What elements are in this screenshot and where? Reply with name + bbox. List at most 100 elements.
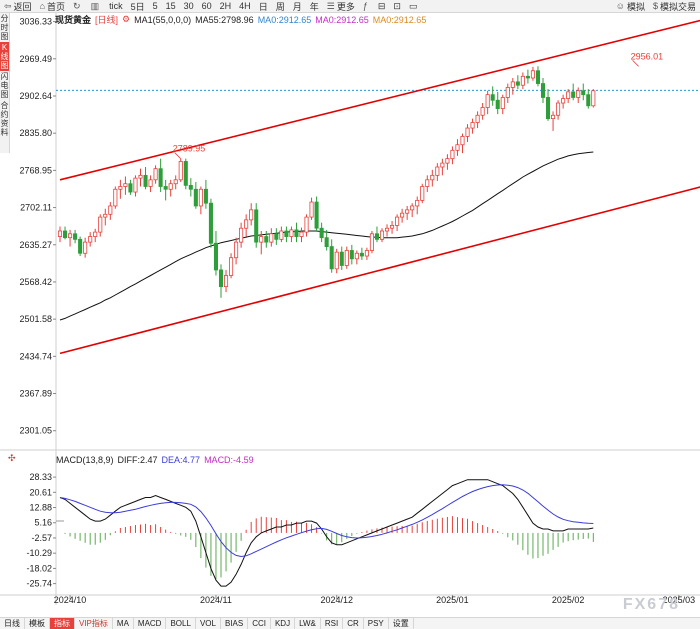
candle-body	[556, 102, 561, 116]
sidebar-tab-3[interactable]: 合约资料	[0, 101, 9, 137]
toolbar-button-menu-16[interactable]: ☰ 更多	[323, 0, 359, 12]
toolbar-button-back-arrow-0[interactable]: ⇦ 返回	[0, 0, 36, 12]
candle-body	[455, 144, 460, 151]
candle-body	[420, 186, 425, 201]
toolbar-label: 返回	[13, 1, 32, 12]
date-tick-label: 2025/01	[436, 595, 469, 605]
candle-body	[475, 114, 480, 123]
price-tick-label: 2835.80	[19, 128, 52, 138]
toolbar-label: 月	[292, 1, 302, 12]
toolbar-label: 60	[201, 1, 212, 11]
function-icon: ƒ	[362, 1, 368, 11]
bottom-tab-2[interactable]: 指标	[50, 618, 75, 629]
candle-body	[445, 158, 450, 164]
candle-body	[545, 97, 551, 120]
bottom-tab-11[interactable]: LW&	[295, 618, 321, 629]
bottom-tab-13[interactable]: CR	[343, 618, 364, 629]
ma0-label-a: MA0:2912.65	[257, 14, 312, 25]
bottom-tab-4[interactable]: MA	[113, 618, 134, 629]
candle-body	[259, 236, 264, 243]
candle-body	[515, 81, 520, 86]
toolbar-label: 日	[258, 1, 268, 12]
toolbar-button-item-15[interactable]: 年	[306, 0, 323, 12]
candle-body	[405, 209, 410, 214]
price-tick-label: 2301.05	[19, 426, 52, 436]
toolbar-label: 5	[152, 1, 158, 11]
macd-tick-label: -25.74	[26, 579, 52, 589]
candle-body	[83, 241, 88, 254]
toolbar-button-dollar[interactable]: $ 模拟交易	[649, 0, 700, 12]
toolbar-button-item-14[interactable]: 月	[289, 0, 306, 12]
toolbar-label: 4H	[239, 1, 251, 11]
candle-body	[460, 136, 465, 146]
period-label[interactable]: [日线]	[95, 15, 119, 25]
toolbar-button-item-13[interactable]: 周	[272, 0, 289, 12]
toolbar-button-item-12[interactable]: 日	[255, 0, 272, 12]
toolbar-label: 模拟交易	[659, 1, 696, 12]
bottom-tab-6[interactable]: BOLL	[166, 618, 196, 629]
price-tick-label: 2768.95	[19, 165, 52, 175]
candle-body	[586, 94, 591, 107]
bottom-tab-0[interactable]: 日线	[0, 618, 25, 629]
toolbar-label: 周	[275, 1, 285, 12]
annotation-pointer	[632, 60, 639, 67]
toolbar-button-item-20[interactable]: ▭	[405, 0, 422, 12]
toolbar-button-15-7[interactable]: 15	[162, 0, 180, 12]
sidebar-tab-0[interactable]: 分时图	[0, 14, 9, 41]
candle-body	[591, 90, 596, 107]
toolbar-button-2h-10[interactable]: 2H	[216, 0, 236, 12]
toolbar-button-4h-11[interactable]: 4H	[235, 0, 255, 12]
bottom-tab-15[interactable]: 设置	[389, 618, 414, 629]
price-tick-label: 3036.33	[19, 17, 52, 27]
toolbar-button-5-5[interactable]: 5日	[127, 0, 149, 12]
toolbar-button-home-1[interactable]: ⌂ 首页	[36, 0, 69, 12]
annotation-label: 2789.95	[173, 144, 206, 154]
candle-body	[415, 199, 420, 207]
bottom-tab-9[interactable]: CCI	[248, 618, 271, 629]
bottom-tab-8[interactable]: BIAS	[221, 618, 249, 629]
candle-body	[57, 230, 63, 237]
bottom-tab-3[interactable]: VIP指标	[75, 618, 113, 629]
toolbar-button-60-9[interactable]: 60	[198, 0, 216, 12]
macd-tick-label: 12.88	[29, 503, 52, 513]
ma1-label: MA1(55,0,0,0)	[134, 14, 192, 25]
sidebar-tab-2[interactable]: 闪电图	[0, 72, 9, 99]
settings-icon[interactable]: ⚙	[122, 14, 131, 24]
candle-body	[78, 238, 83, 254]
candle-body	[198, 188, 203, 207]
toolbar-button-refresh-2[interactable]: ↻	[69, 0, 87, 12]
toolbar-button-5-6[interactable]: 5	[149, 0, 162, 12]
bottom-tab-10[interactable]: KDJ	[271, 618, 296, 629]
toolbar-button-person[interactable]: ☺ 模拟	[612, 0, 649, 12]
toolbar-button-bar-chart-3[interactable]: ▥	[87, 0, 106, 12]
candle-body	[178, 161, 183, 181]
price-tick-label: 2367.89	[19, 389, 52, 399]
toolbar-label: tick	[109, 1, 123, 11]
toolbar-button-function-17[interactable]: ƒ	[359, 0, 374, 12]
candle-body	[183, 161, 188, 186]
candle-body	[435, 166, 440, 176]
bottom-tab-7[interactable]: VOL	[196, 618, 221, 629]
candle-body	[133, 177, 138, 193]
candle-body	[269, 233, 274, 243]
macd-panel	[59, 479, 594, 587]
toolbar-label: 2H	[219, 1, 232, 11]
toolbar-button-item-18[interactable]: ⊟	[374, 0, 390, 12]
toolbar-button-30-8[interactable]: 30	[180, 0, 198, 12]
toolbar-button-item-19[interactable]: ⊡	[389, 0, 405, 12]
toolbar-button-tick-4[interactable]: tick	[105, 0, 127, 12]
toolbar-label: ⊡	[393, 0, 401, 11]
candle-body	[218, 269, 224, 288]
candle-body	[525, 75, 530, 79]
bottom-tab-12[interactable]: RSI	[321, 618, 344, 629]
candle-body	[500, 97, 505, 109]
sidebar-tab-1[interactable]: K线图	[0, 42, 9, 71]
bottom-tab-14[interactable]: PSY	[364, 618, 389, 629]
date-tick-label: 2025/02	[552, 595, 585, 605]
candle-body	[62, 230, 68, 239]
home-icon: ⌂	[39, 1, 45, 11]
bottom-tab-5[interactable]: MACD	[134, 618, 167, 629]
bottom-tab-1[interactable]: 模板	[25, 618, 50, 629]
candle-body	[264, 236, 269, 243]
candle-body	[234, 241, 239, 259]
